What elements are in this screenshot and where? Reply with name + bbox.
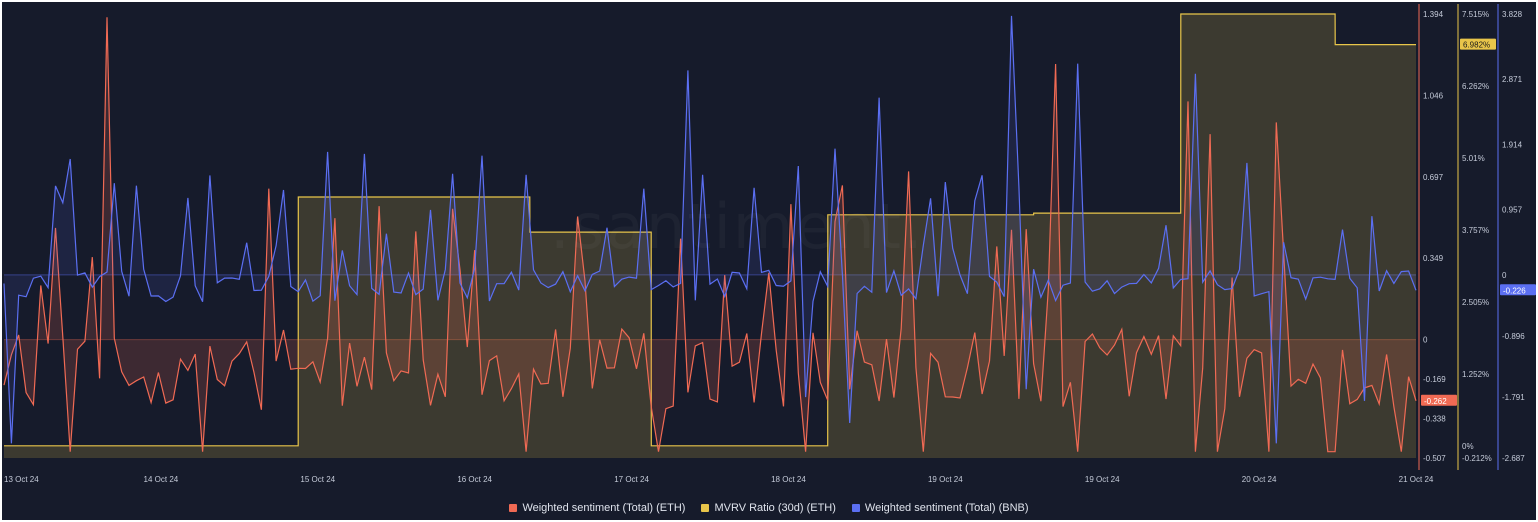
legend-item-mvrv[interactable]: MVRV Ratio (30d) (ETH) (701, 502, 836, 514)
bnb-sentiment-swatch (851, 504, 860, 512)
eth_sentiment-tick-label: -0.507 (1423, 454, 1446, 463)
x-tick-label: 14 Oct 24 (144, 475, 179, 484)
mvrv-tick-label: 2.505% (1462, 298, 1489, 307)
x-tick-label: 17 Oct 24 (614, 475, 649, 484)
mvrv-series-line (4, 13, 1416, 447)
bnb_sentiment-tick-label: -2.687 (1502, 454, 1525, 463)
bnb_sentiment-tick-label: 0 (1502, 271, 1507, 280)
eth_sentiment-tick-label: 0.349 (1423, 254, 1444, 263)
mvrv-tick-label: 3.757% (1462, 226, 1489, 235)
eth_sentiment-tick-label: -0.338 (1423, 415, 1446, 424)
eth-sentiment-series-line (3, 17, 1417, 453)
eth_sentiment-last-value-badge (1421, 394, 1457, 406)
mvrv-tick-label: 0% (1462, 442, 1474, 451)
x-tick-label: 18 Oct 24 (771, 475, 806, 484)
legend-item-eth-sentiment[interactable]: Weighted sentiment (Total) (ETH) (509, 502, 685, 514)
bnb_sentiment-tick-label: 3.828 (1502, 10, 1523, 19)
eth_sentiment-tick-label: 1.046 (1423, 91, 1444, 100)
santiment-watermark: .santiment. (550, 190, 925, 263)
bnb_sentiment-tick-label: -1.791 (1502, 393, 1525, 402)
axes: 1.394 1.046 0.697 0.349 0 -0.169 -0.338 -0.507 7… (4, 4, 1536, 484)
x-tick-label: 19 Oct 24 (928, 475, 963, 484)
eth_sentiment-tick-label: 0.697 (1423, 173, 1444, 182)
mvrv-series-area (4, 14, 1416, 458)
x-tick-label: 15 Oct 24 (300, 475, 335, 484)
legend-item-bnb-sentiment[interactable]: Weighted sentiment (Total) (BNB) (851, 502, 1029, 514)
eth_sentiment-last-value-text: -0.262 (1424, 397, 1447, 406)
eth-sentiment-series-area (4, 17, 1416, 452)
bnb-sentiment-series-line (3, 15, 1417, 444)
mvrv-last-value-text: 6.982% (1463, 41, 1490, 50)
mvrv-tick-label: -0.212% (1462, 454, 1492, 463)
eth_sentiment-tick-label: 1.394 (1423, 10, 1444, 19)
bnb_sentiment-last-value-badge (1500, 284, 1536, 296)
x-tick-label: 19 Oct 24 (1085, 475, 1120, 484)
bnb_sentiment-tick-label: 2.871 (1502, 75, 1523, 84)
mvrv-last-value-badge (1460, 38, 1496, 50)
mvrv-tick-label: 6.262% (1462, 82, 1489, 91)
bnb_sentiment-tick-label: -0.896 (1502, 332, 1525, 341)
mvrv-tick-label: 1.252% (1462, 370, 1489, 379)
x-tick-label: 13 Oct 24 (4, 475, 39, 484)
bnb_sentiment-tick-label: 1.914 (1502, 140, 1523, 149)
x-tick-label: 20 Oct 24 (1242, 475, 1277, 484)
mvrv-tick-label: 7.515% (1462, 10, 1489, 19)
eth_sentiment-tick-label: 0 (1423, 336, 1428, 345)
legend-label: Weighted sentiment (Total) (ETH) (522, 502, 686, 514)
eth-sentiment-swatch (509, 504, 518, 512)
x-tick-label: 21 Oct 24 (1399, 475, 1434, 484)
mvrv-swatch (701, 504, 710, 512)
plot-area (3, 13, 1417, 458)
mvrv-tick-label: 5.01% (1462, 154, 1485, 163)
legend: Weighted sentiment (Total) (ETH) MVRV Ra… (2, 502, 1536, 514)
eth_sentiment-tick-label: -0.169 (1423, 375, 1446, 384)
x-tick-label: 16 Oct 24 (457, 475, 492, 484)
bnb_sentiment-last-value-text: -0.226 (1503, 286, 1526, 295)
bnb_sentiment-tick-label: 0.957 (1502, 206, 1523, 215)
legend-label: MVRV Ratio (30d) (ETH) (714, 502, 836, 514)
legend-label: Weighted sentiment (Total) (BNB) (864, 502, 1029, 514)
